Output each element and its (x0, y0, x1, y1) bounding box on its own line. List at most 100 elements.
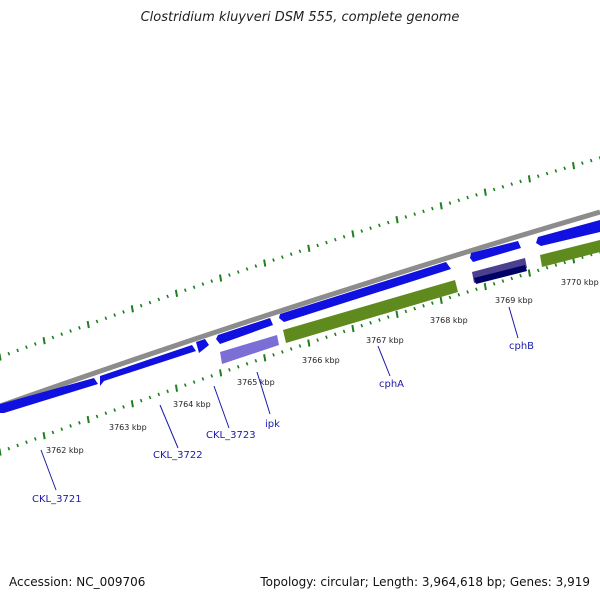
gene-feature-cphB-cds[interactable] (474, 265, 527, 284)
tick-mark (289, 347, 293, 351)
kbp-label: 3764 kbp (173, 400, 211, 409)
tick-mark (148, 300, 152, 305)
cds-feature[interactable] (279, 262, 451, 322)
tick-mark (174, 384, 179, 392)
tick-mark (386, 220, 390, 225)
tick-mark (210, 279, 214, 283)
tick-mark (272, 258, 275, 262)
tick-mark (307, 244, 311, 252)
tick-mark (69, 424, 72, 428)
tick-mark (219, 274, 223, 282)
tick-mark (395, 216, 399, 224)
tick-mark (422, 209, 425, 214)
gene-label[interactable]: cphA (379, 379, 404, 390)
tick-mark (95, 319, 99, 324)
gene-feature-cphA[interactable] (283, 280, 458, 343)
tick-mark (130, 305, 134, 313)
cds-feature[interactable] (196, 339, 209, 353)
tick-mark (466, 290, 469, 294)
tick-mark (378, 318, 381, 322)
tick-mark (395, 310, 399, 318)
tick-mark (42, 336, 46, 345)
tick-mark (254, 264, 258, 268)
gene-label[interactable]: CKL_3723 (206, 430, 256, 441)
tick-mark (342, 234, 346, 239)
tick-mark (157, 392, 161, 397)
tick-mark (272, 353, 275, 357)
tick-mark (166, 294, 169, 299)
tick-mark (289, 252, 293, 256)
gene-labels: CKL_3721 CKL_3722 CKL_3723 ipk cphA cphB (32, 341, 534, 505)
tick-mark (192, 380, 196, 384)
tick-mark (281, 350, 284, 354)
leader-line (508, 306, 519, 339)
tick-mark (51, 430, 55, 435)
tick-mark (16, 348, 19, 353)
cds-feature[interactable] (536, 220, 600, 246)
tick-mark (42, 431, 46, 440)
accession-text: Accession: NC_009706 (9, 575, 146, 589)
gene-feature-ipk[interactable] (220, 335, 279, 364)
tick-mark (589, 158, 593, 163)
tick-mark (483, 188, 487, 196)
tick-mark (563, 260, 567, 265)
tick-mark (413, 306, 417, 311)
tick-mark (0, 448, 2, 456)
tick-mark (33, 437, 37, 441)
tick-mark (51, 335, 55, 340)
tick-mark (475, 193, 478, 197)
kbp-label: 3767 kbp (366, 336, 404, 345)
tick-mark (448, 295, 452, 300)
tick-mark (422, 304, 425, 308)
tick-mark (519, 273, 522, 278)
gene-label[interactable]: cphB (509, 341, 534, 352)
tick-mark (386, 315, 390, 319)
cds-feature[interactable] (100, 345, 196, 386)
cds-feature[interactable] (0, 378, 98, 413)
forward-cds-track (0, 220, 600, 413)
tick-mark (581, 161, 584, 165)
tick-mark (571, 162, 576, 170)
tick-mark (510, 182, 514, 186)
genome-backbone (0, 209, 600, 409)
tick-mark (545, 265, 549, 270)
tick-mark (263, 259, 267, 267)
tick-mark (0, 353, 2, 361)
tick-mark (351, 324, 355, 333)
tick-mark (122, 405, 125, 409)
tick-mark (254, 359, 258, 363)
tick-mark (554, 263, 558, 267)
tick-mark (192, 285, 196, 289)
tick-mark (33, 342, 37, 346)
kbp-label: 3765 kbp (237, 378, 275, 387)
gene-label[interactable]: CKL_3721 (32, 494, 82, 505)
tick-mark (492, 187, 496, 192)
label-leaders (40, 306, 519, 491)
gene-label[interactable]: ipk (265, 419, 280, 430)
tick-mark (183, 383, 187, 387)
kbp-label: 3762 kbp (46, 446, 84, 455)
tick-mark (307, 339, 311, 347)
tick-mark (316, 243, 319, 248)
gene-label[interactable]: CKL_3722 (153, 450, 203, 461)
tick-mark (360, 229, 364, 233)
tick-mark (78, 420, 81, 425)
tick-mark (316, 338, 319, 342)
tick-mark (78, 325, 81, 330)
cds-feature[interactable] (470, 241, 521, 262)
tick-mark (351, 230, 355, 238)
kbp-label: 3768 kbp (430, 316, 468, 325)
tick-mark (369, 321, 372, 325)
tick-mark (527, 269, 531, 277)
tick-mark (104, 411, 108, 416)
tick-mark (501, 185, 505, 189)
tick-mark (298, 249, 302, 254)
tick-mark (439, 202, 443, 210)
tick-mark (431, 206, 434, 211)
tick-mark (148, 395, 152, 400)
tick-mark (122, 310, 125, 314)
gene-feature[interactable] (540, 240, 600, 267)
cds-feature[interactable] (216, 318, 273, 344)
tick-mark (483, 282, 487, 291)
tick-mark (554, 169, 558, 173)
